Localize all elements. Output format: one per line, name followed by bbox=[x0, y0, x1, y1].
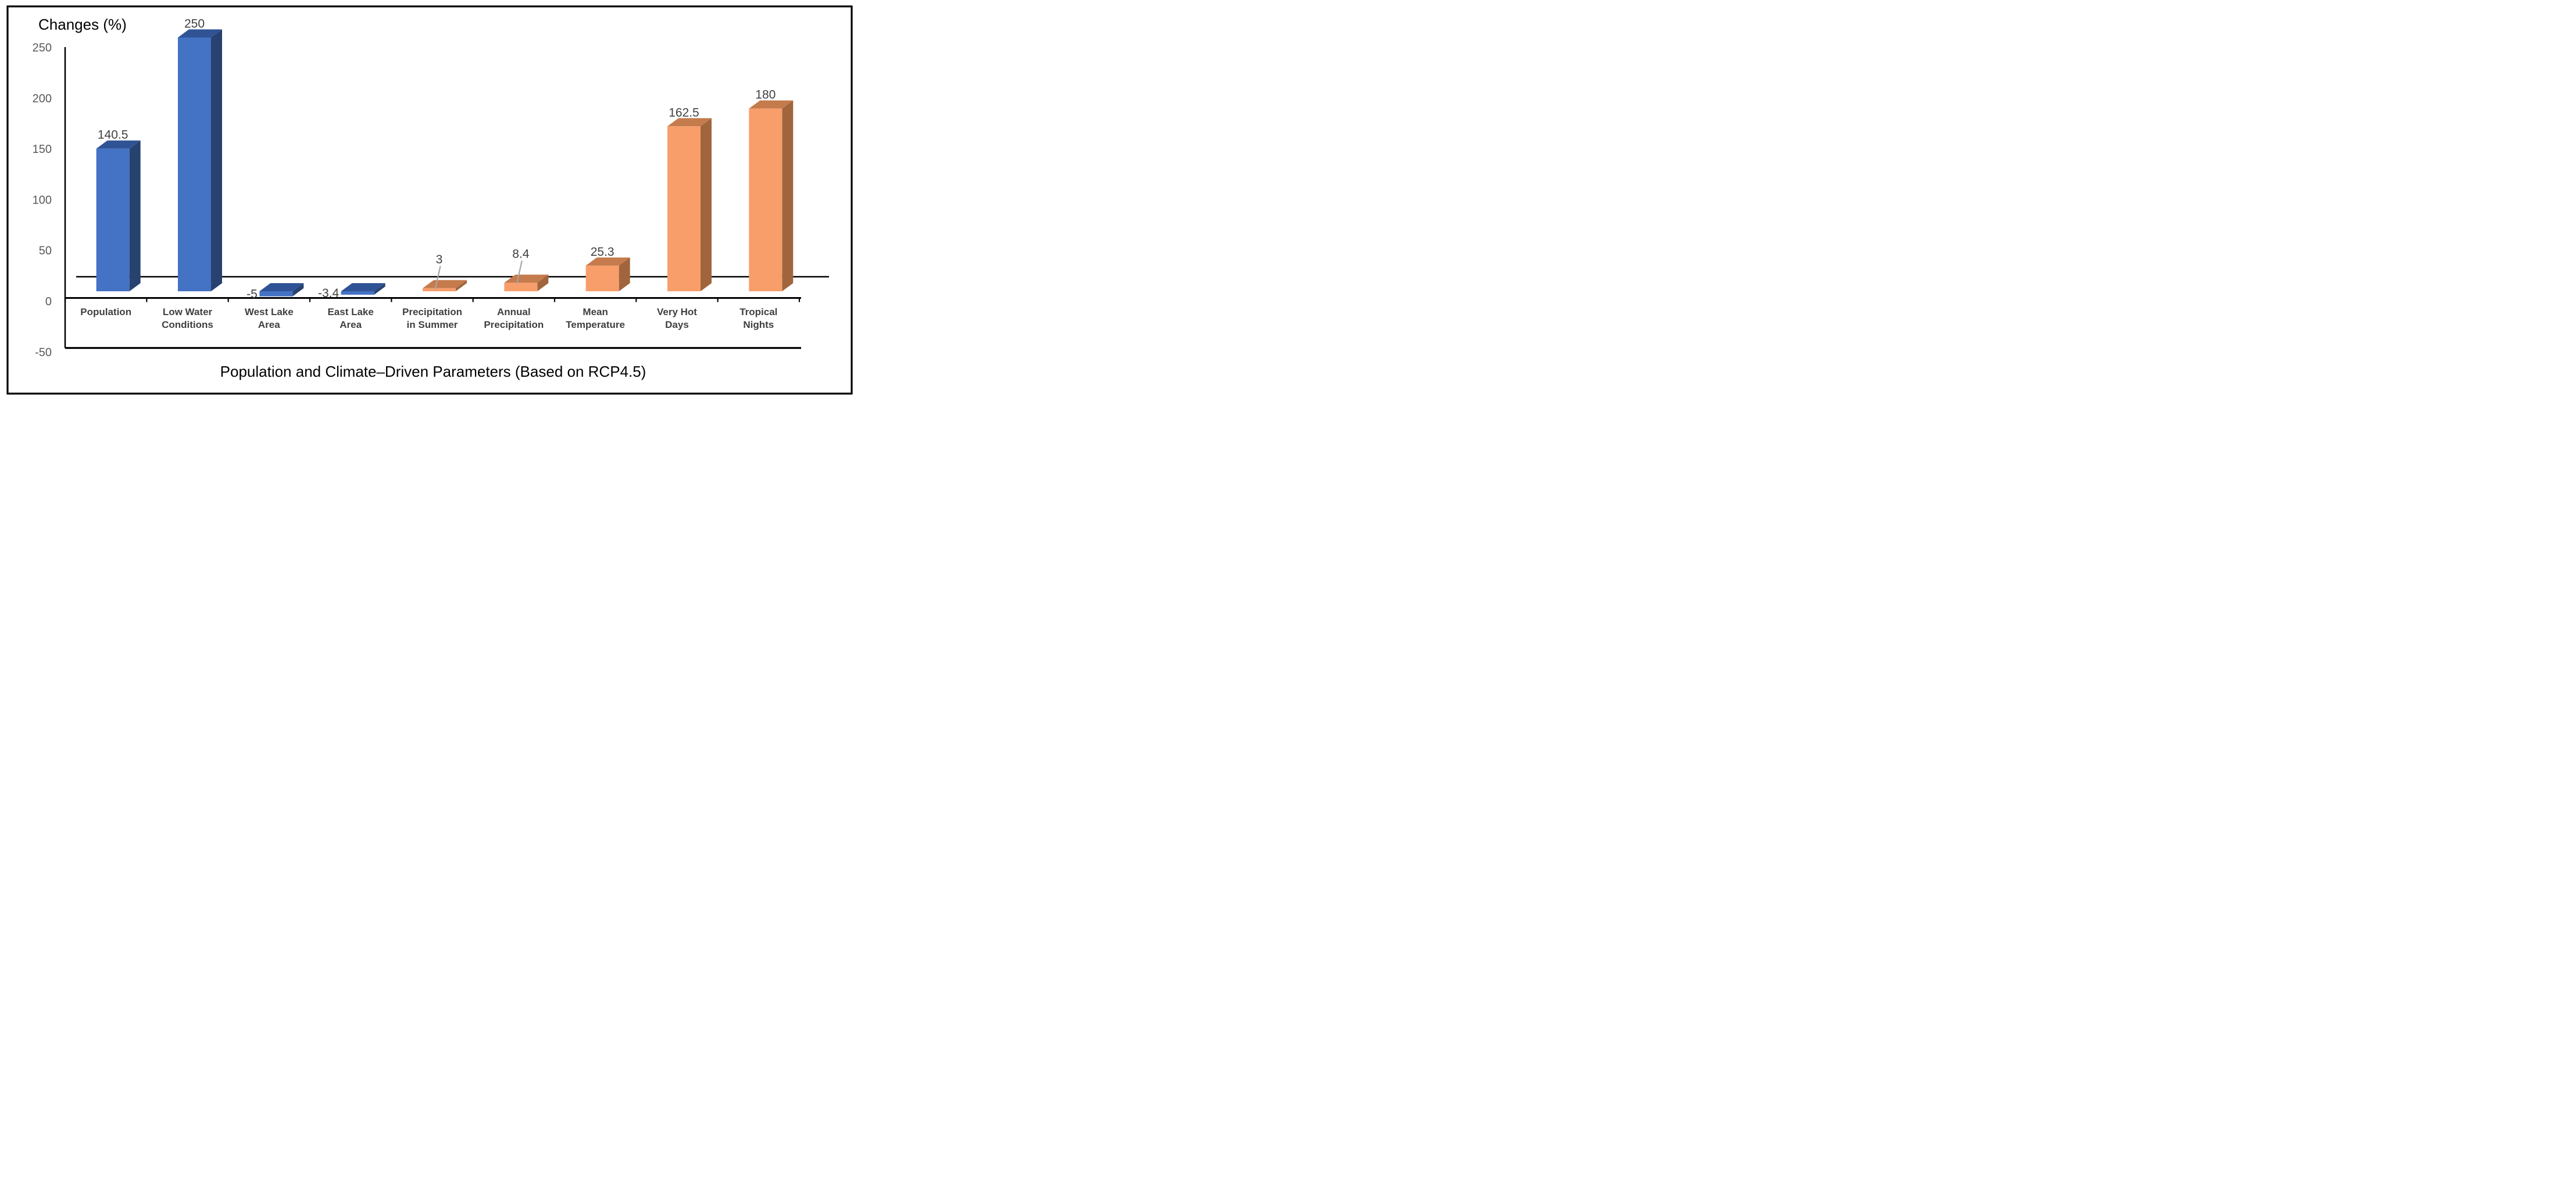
bar-annual-precipitation bbox=[504, 274, 549, 291]
y-tick-label: 200 bbox=[33, 92, 52, 105]
label-leader-line bbox=[434, 266, 441, 290]
bar-population bbox=[96, 140, 141, 291]
bar-top-face bbox=[749, 100, 794, 109]
bar-top-face bbox=[259, 283, 304, 291]
bar-tropical-nights bbox=[749, 100, 794, 291]
bar-top-face bbox=[585, 257, 630, 266]
data-label: 25.3 bbox=[591, 245, 614, 259]
bar-side-face bbox=[210, 29, 222, 291]
data-label: 3 bbox=[436, 253, 443, 266]
y-tick-label: 150 bbox=[33, 143, 52, 156]
y-tick-label: 0 bbox=[45, 295, 52, 308]
bar-top-face bbox=[341, 283, 385, 291]
data-label: 180 bbox=[755, 88, 776, 102]
bar-side-face bbox=[374, 283, 385, 295]
bar-side-face bbox=[619, 257, 630, 291]
bar-side-face bbox=[537, 274, 549, 291]
category-label: Tropical Nights bbox=[739, 306, 777, 330]
data-label: 8.4 bbox=[512, 247, 530, 260]
bar-front-face bbox=[341, 291, 374, 295]
bar-front-face bbox=[667, 126, 701, 291]
bar-side-face bbox=[700, 118, 712, 291]
bar-very-hot-days bbox=[667, 118, 712, 291]
bar-side-face bbox=[782, 100, 794, 291]
data-label: 140.5 bbox=[98, 128, 128, 142]
x-axis-title: Population and Climate–Driven Parameters… bbox=[220, 363, 646, 380]
label-leader-line bbox=[516, 260, 523, 284]
category-label: Low Water Conditions bbox=[162, 306, 213, 330]
bar-top-face bbox=[504, 274, 549, 283]
bar-east-lake-area bbox=[341, 283, 385, 295]
category-label: Very Hot Days bbox=[657, 306, 697, 330]
bar-side-face bbox=[129, 140, 141, 291]
plot-area: 250 200 150 100 50 0 -50 140.5 Population 250 Low … bbox=[33, 17, 829, 359]
bar-low-water-conditions bbox=[177, 29, 222, 291]
y-tick-label: 250 bbox=[33, 42, 52, 55]
category-label: Mean Temperature bbox=[566, 306, 625, 330]
bar-front-face bbox=[96, 148, 130, 291]
bar-side-face bbox=[292, 283, 304, 297]
category-label: East Lake Area bbox=[327, 306, 373, 330]
y-tick-label: 100 bbox=[33, 194, 52, 206]
bar-front-face bbox=[259, 291, 293, 297]
figure-canvas: Changes (%) Population and Climate–Drive… bbox=[6, 5, 853, 395]
bar-front-face bbox=[422, 288, 456, 291]
data-label: 162.5 bbox=[669, 106, 699, 119]
data-label: -5 bbox=[246, 287, 258, 301]
figure-border bbox=[6, 5, 853, 395]
bar-front-face bbox=[749, 108, 783, 291]
y-axis-title: Changes (%) bbox=[38, 16, 127, 33]
y-tick-label: -50 bbox=[35, 346, 52, 359]
bar-top-face bbox=[667, 118, 712, 127]
bar-side-face bbox=[455, 280, 467, 291]
bar-precipitation-in-summer bbox=[422, 280, 467, 291]
y-tick-label: 50 bbox=[39, 245, 52, 258]
bar-west-lake-area bbox=[259, 283, 304, 297]
bar-top-face bbox=[177, 29, 222, 38]
category-label: Precipitation in Summer bbox=[402, 306, 462, 330]
bar-front-face bbox=[585, 265, 619, 291]
data-label: 250 bbox=[184, 17, 205, 31]
category-label: Population bbox=[80, 306, 131, 317]
bar-front-face bbox=[504, 283, 538, 291]
category-label: West Lake Area bbox=[245, 306, 294, 330]
category-label: Annual Precipitation bbox=[484, 306, 544, 330]
bar-mean-temperature bbox=[585, 257, 630, 291]
bar-top-face bbox=[96, 140, 141, 149]
bar-front-face bbox=[177, 37, 211, 291]
bar-top-face bbox=[422, 280, 467, 288]
data-label: -3.4 bbox=[318, 287, 340, 300]
figure: Changes (%) Population and Climate–Drive… bbox=[0, 0, 859, 400]
